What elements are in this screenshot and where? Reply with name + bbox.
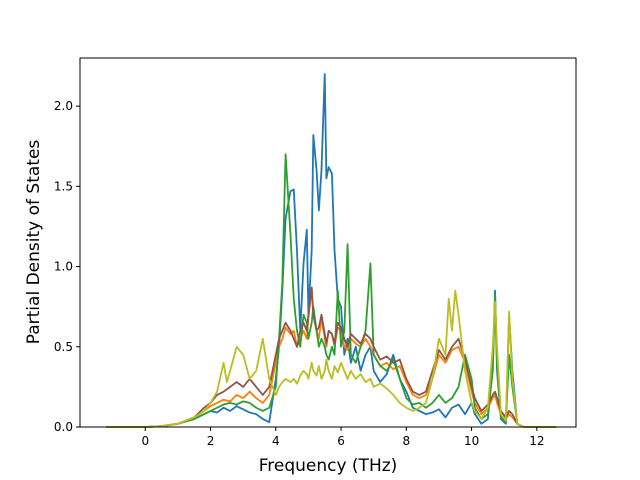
y-tick-label: 0.0 bbox=[54, 420, 73, 434]
x-tick-label: 10 bbox=[464, 434, 479, 448]
x-tick-label: 6 bbox=[337, 434, 345, 448]
series-line-5 bbox=[106, 289, 557, 428]
y-axis-title: Partial Density of States bbox=[24, 140, 44, 345]
y-tick-label: 2.0 bbox=[54, 99, 73, 113]
x-axis-title: Frequency (THz) bbox=[259, 456, 398, 476]
x-tick-label: 2 bbox=[207, 434, 215, 448]
y-tick-label: 1.5 bbox=[54, 179, 73, 193]
axis-ticks: 0 2 4 6 8 10 12 0.0 0.5 1.0 1.5 2.0 bbox=[54, 99, 545, 448]
y-tick-label: 1.0 bbox=[54, 260, 73, 274]
plot-frame bbox=[79, 57, 577, 428]
x-tick-label: 12 bbox=[529, 434, 544, 448]
x-tick-label: 0 bbox=[141, 434, 149, 448]
series-lines bbox=[106, 73, 557, 428]
series-line-4 bbox=[106, 286, 557, 428]
y-tick-label: 0.5 bbox=[54, 340, 73, 354]
x-tick-label: 8 bbox=[402, 434, 410, 448]
x-tick-label: 4 bbox=[272, 434, 280, 448]
series-line-3 bbox=[106, 153, 557, 428]
